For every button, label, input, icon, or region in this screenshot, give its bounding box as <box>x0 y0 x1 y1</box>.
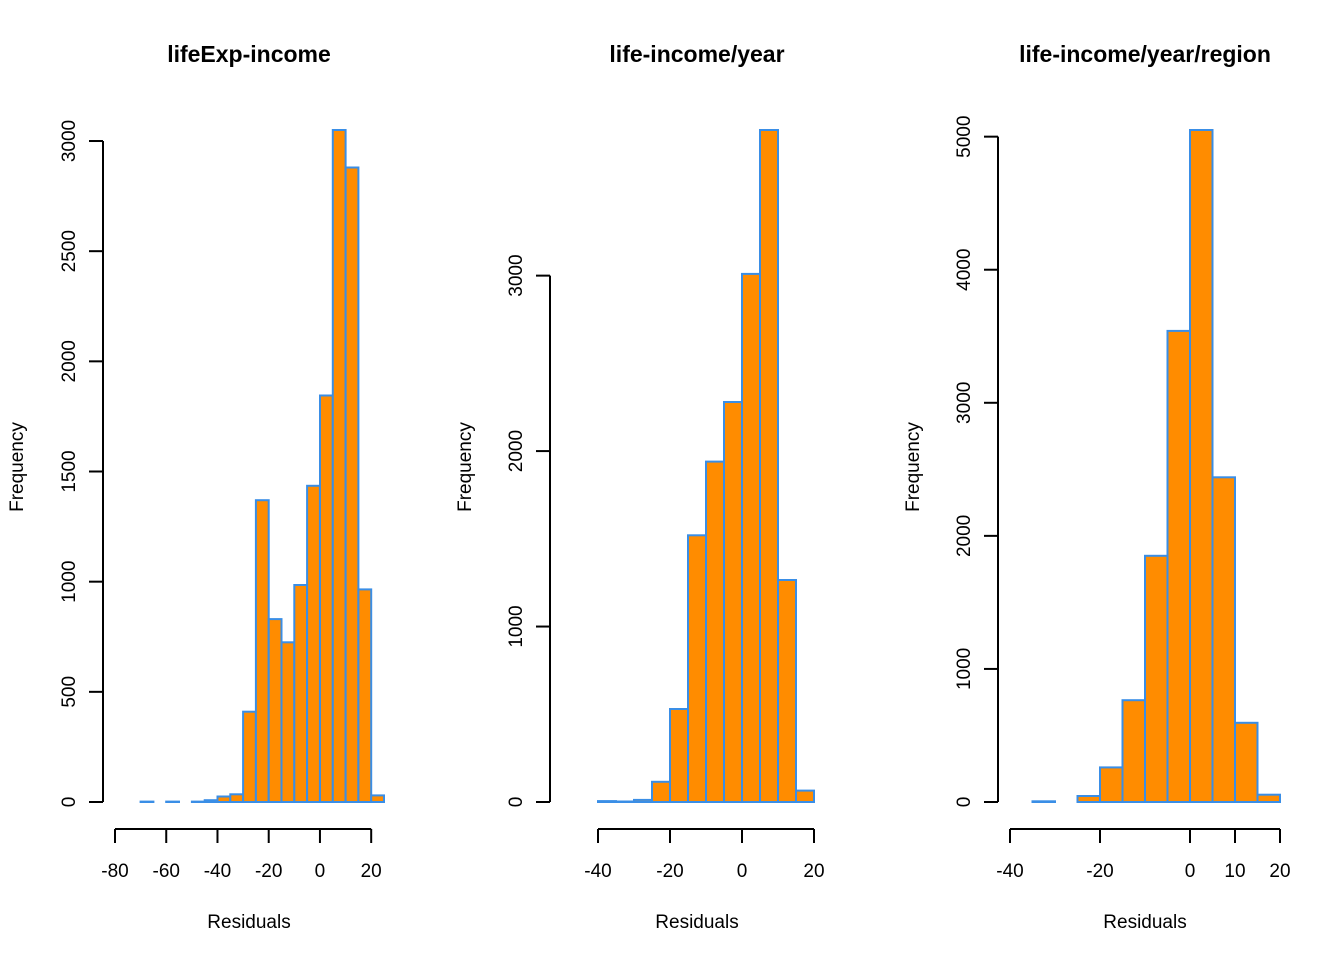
y-tick-label: 1000 <box>59 561 80 603</box>
histogram-bar <box>1145 556 1168 802</box>
x-tick-label: 20 <box>803 861 824 882</box>
panel-title: life-income/year <box>609 41 784 67</box>
histogram-bar <box>796 791 814 802</box>
histogram-bar <box>358 589 371 802</box>
y-tick-label: 3000 <box>506 254 527 296</box>
x-axis-label: Residuals <box>1103 912 1186 933</box>
y-tick-label: 5000 <box>954 116 975 158</box>
y-tick-label: 1500 <box>59 450 80 492</box>
y-tick-label: 4000 <box>954 249 975 291</box>
y-tick-label: 3000 <box>954 382 975 424</box>
histogram-bar <box>652 782 670 802</box>
y-tick-label: 2000 <box>59 340 80 382</box>
x-tick-label: -80 <box>101 861 128 882</box>
histogram-bar <box>742 274 760 802</box>
histogram-bar <box>778 580 796 802</box>
y-axis-label: Frequency <box>903 422 924 512</box>
histogram-bar <box>724 402 742 802</box>
x-tick-label: -20 <box>656 861 683 882</box>
histogram-bar <box>218 797 231 803</box>
histogram-bar <box>1100 767 1123 802</box>
histogram-bar <box>688 535 706 802</box>
panel-title: life-income/year/region <box>1019 41 1271 67</box>
histogram-bar <box>706 462 724 802</box>
histogram-bar <box>1235 723 1258 802</box>
x-tick-label: 10 <box>1224 861 1245 882</box>
histogram-bar <box>760 130 778 802</box>
x-tick-label: -20 <box>255 861 282 882</box>
y-tick-label: 2000 <box>954 515 975 557</box>
y-tick-label: 1000 <box>506 605 527 647</box>
histogram-bar <box>1123 700 1146 802</box>
y-tick-label: 500 <box>59 676 80 708</box>
histogram-bar <box>269 619 282 802</box>
histogram-bar <box>598 801 616 802</box>
panel-lifeexp-income: lifeExp-income Residuals Frequency -80 -6… <box>7 41 384 933</box>
y-tick-label: 0 <box>59 797 80 808</box>
y-tick-label: 3000 <box>59 120 80 162</box>
x-tick-label: -40 <box>996 861 1023 882</box>
histogram-bar <box>670 709 688 802</box>
histogram-bar <box>256 500 269 802</box>
x-tick-label: 20 <box>1269 861 1290 882</box>
panel-title: lifeExp-income <box>167 41 331 67</box>
y-tick-label: 1000 <box>954 648 975 690</box>
y-tick-label: 0 <box>954 797 975 808</box>
x-tick-label: -40 <box>584 861 611 882</box>
x-tick-label: 0 <box>315 861 326 882</box>
y-tick-label: 2000 <box>506 430 527 472</box>
x-tick-label: -60 <box>153 861 180 882</box>
panel-life-income-year-region: life-income/year/region Residuals Freque… <box>903 41 1291 933</box>
x-axis-label: Residuals <box>207 912 290 933</box>
y-axis-label: Frequency <box>455 422 476 512</box>
histogram-bar <box>1168 331 1191 802</box>
y-axis-label: Frequency <box>7 422 28 512</box>
histogram-bar <box>282 642 295 802</box>
x-tick-label: 20 <box>361 861 382 882</box>
x-axis-label: Residuals <box>655 912 738 933</box>
histogram-bar <box>1258 795 1281 802</box>
histogram-bar <box>307 486 320 802</box>
x-tick-label: -20 <box>1086 861 1113 882</box>
histogram-bar <box>616 802 634 803</box>
histogram-bar <box>634 800 652 802</box>
histogram-bar <box>1213 477 1236 802</box>
x-tick-label: 0 <box>1185 861 1196 882</box>
y-tick-label: 2500 <box>59 230 80 272</box>
histogram-bar <box>1078 796 1101 802</box>
histogram-bar <box>333 130 346 802</box>
histogram-bar <box>346 168 359 803</box>
x-tick-label: 0 <box>737 861 748 882</box>
panel-life-income-year: life-income/year Residuals Frequency -40… <box>455 41 825 933</box>
histogram-bar <box>243 712 256 802</box>
histogram-bar <box>205 800 218 802</box>
histogram-bar <box>1033 801 1056 802</box>
histogram-bar <box>294 585 307 802</box>
histogram-bar <box>371 795 384 802</box>
x-tick-label: -40 <box>204 861 231 882</box>
y-tick-label: 0 <box>506 797 527 808</box>
histogram-bar <box>320 396 333 803</box>
histogram-bar <box>1190 130 1213 802</box>
histogram-bar <box>230 794 243 802</box>
